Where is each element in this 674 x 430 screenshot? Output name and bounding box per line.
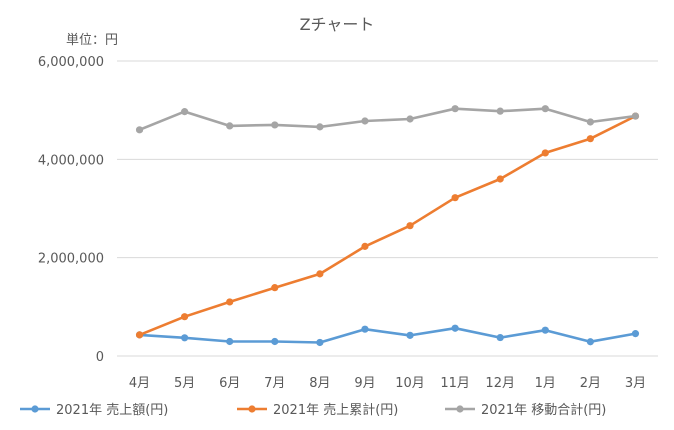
x-tick-label: 4月 [129, 376, 150, 391]
x-tick-label: 10月 [395, 376, 425, 391]
chart-title: Zチャート [300, 15, 375, 34]
data-point [271, 284, 279, 292]
data-point [181, 108, 189, 116]
y-tick-label: 4,000,000 [38, 153, 104, 168]
series-line [138, 107, 637, 132]
series-1 [135, 324, 640, 347]
series-line [138, 326, 637, 344]
series-group [135, 105, 640, 347]
series-2 [135, 112, 640, 339]
data-point [316, 338, 324, 347]
x-tick-label: 11月 [440, 376, 470, 391]
legend-item: 2021年 売上累計(円) [237, 402, 398, 418]
legend-label: 2021年 移動合計(円) [481, 402, 606, 418]
data-point [316, 123, 324, 131]
data-point [271, 337, 279, 346]
x-tick-label: 3月 [625, 376, 646, 391]
data-point [541, 105, 549, 113]
data-point [496, 333, 504, 342]
data-point [271, 121, 279, 129]
data-point [631, 330, 640, 338]
legend: 2021年 売上額(円) 2021年 売上累計(円) 2021年 移動合計(円) [20, 402, 606, 418]
data-point [586, 338, 594, 346]
data-point [586, 118, 594, 126]
data-point [135, 331, 144, 339]
data-point [451, 105, 459, 113]
unit-label: 単位：円 [66, 32, 118, 48]
data-point [406, 115, 414, 123]
data-point [541, 149, 549, 157]
y-tick-label: 0 [96, 350, 104, 365]
data-point [406, 222, 414, 230]
legend-item: 2021年 移動合計(円) [445, 402, 606, 418]
legend-item: 2021年 売上額(円) [20, 402, 168, 418]
data-point [361, 325, 369, 333]
data-point [181, 334, 189, 342]
data-point [316, 270, 324, 278]
y-tick-label: 6,000,000 [38, 55, 104, 70]
x-tick-label: 2月 [580, 376, 601, 391]
x-tick-label: 5月 [174, 376, 195, 391]
legend-marker [31, 405, 39, 413]
gridlines [117, 60, 658, 357]
series-3 [135, 105, 640, 134]
y-tick-label: 2,000,000 [38, 252, 104, 267]
data-point [226, 122, 234, 130]
data-point [226, 337, 234, 346]
series-line [138, 114, 637, 337]
data-point [496, 175, 504, 183]
data-point [226, 298, 234, 306]
data-point [406, 331, 414, 339]
data-point [586, 135, 594, 143]
x-tick-label: 1月 [535, 376, 556, 391]
data-point [496, 107, 504, 115]
legend-label: 2021年 売上額(円) [56, 402, 168, 418]
x-tick-label: 6月 [219, 376, 240, 391]
data-point [135, 126, 144, 134]
legend-marker [248, 405, 256, 413]
x-tick-label: 8月 [309, 376, 330, 391]
data-point [451, 194, 459, 202]
data-point [631, 112, 640, 120]
data-point [451, 324, 459, 332]
legend-label: 2021年 売上累計(円) [273, 402, 398, 418]
x-axis-ticks: 4月 5月 6月 7月 8月 9月 10月 11月 12月 1月 2月 3月 [129, 376, 646, 391]
y-axis-ticks: 0 2,000,000 4,000,000 6,000,000 [38, 55, 104, 365]
data-point [541, 326, 549, 334]
x-tick-label: 12月 [485, 376, 515, 391]
data-point [361, 117, 369, 125]
legend-marker [456, 405, 464, 413]
data-point [361, 242, 369, 250]
x-tick-label: 7月 [264, 376, 285, 391]
data-point [181, 313, 189, 321]
x-tick-label: 9月 [354, 376, 375, 391]
